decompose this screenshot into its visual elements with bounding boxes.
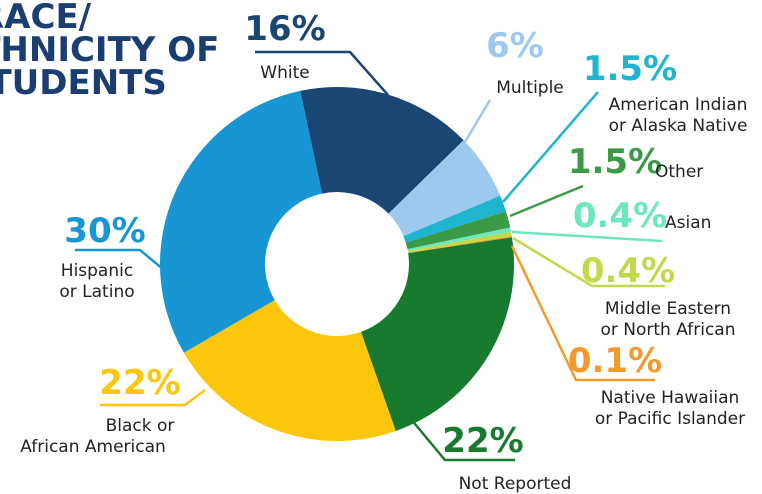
value-label: 6% [486, 26, 544, 66]
value-label: 22% [99, 363, 180, 403]
category-label: Black or [106, 416, 175, 436]
leader-line [512, 236, 665, 288]
leader-line [502, 91, 599, 203]
category-label: Native Hawaiian [601, 388, 740, 408]
category-label: or Alaska Native [609, 116, 748, 136]
donut-segment [407, 231, 512, 253]
donut-segment [300, 87, 464, 214]
leader-line [255, 50, 389, 96]
category-label: or Latino [59, 282, 134, 302]
donut-hole [267, 194, 407, 334]
category-label: or Pacific Islander [595, 409, 745, 429]
category-label: White [260, 63, 309, 83]
donut-segment [408, 236, 512, 254]
value-label: 1.5% [583, 49, 677, 89]
category-label: Asian [665, 213, 711, 233]
chart-title: RACE/ [0, 0, 92, 37]
category-label: Hispanic [61, 261, 133, 281]
leader-line [100, 389, 206, 407]
leader-line [75, 248, 201, 301]
donut-segment [183, 300, 396, 441]
value-label: 1.5% [568, 142, 662, 182]
donut-segment [405, 211, 511, 250]
value-label: 0.1% [568, 341, 662, 381]
leader-line [511, 230, 663, 243]
leader-line [510, 245, 655, 382]
donut-segment [360, 237, 514, 431]
value-label: 30% [64, 211, 145, 251]
donut-segment [403, 195, 506, 243]
donut-segment [388, 140, 501, 237]
chart-title: ETHNICITY OF [0, 30, 219, 70]
category-label: African American [20, 437, 166, 457]
leader-line [409, 417, 515, 462]
category-label: or North African [600, 320, 735, 340]
category-label: American Indian [609, 95, 748, 115]
category-label: Other [655, 162, 703, 182]
category-label: Multiple [496, 78, 564, 98]
leader-line [460, 99, 492, 148]
category-label: Middle Eastern [605, 299, 731, 319]
donut-segment [160, 90, 323, 353]
value-label: 0.4% [581, 251, 675, 291]
value-label: 0.4% [573, 196, 667, 236]
donut-segment [407, 227, 512, 251]
value-label: 22% [442, 421, 523, 461]
category-label: Not Reported [459, 474, 572, 494]
value-label: 16% [244, 9, 325, 49]
chart-title: STUDENTS [0, 63, 167, 103]
leader-line [509, 184, 584, 218]
